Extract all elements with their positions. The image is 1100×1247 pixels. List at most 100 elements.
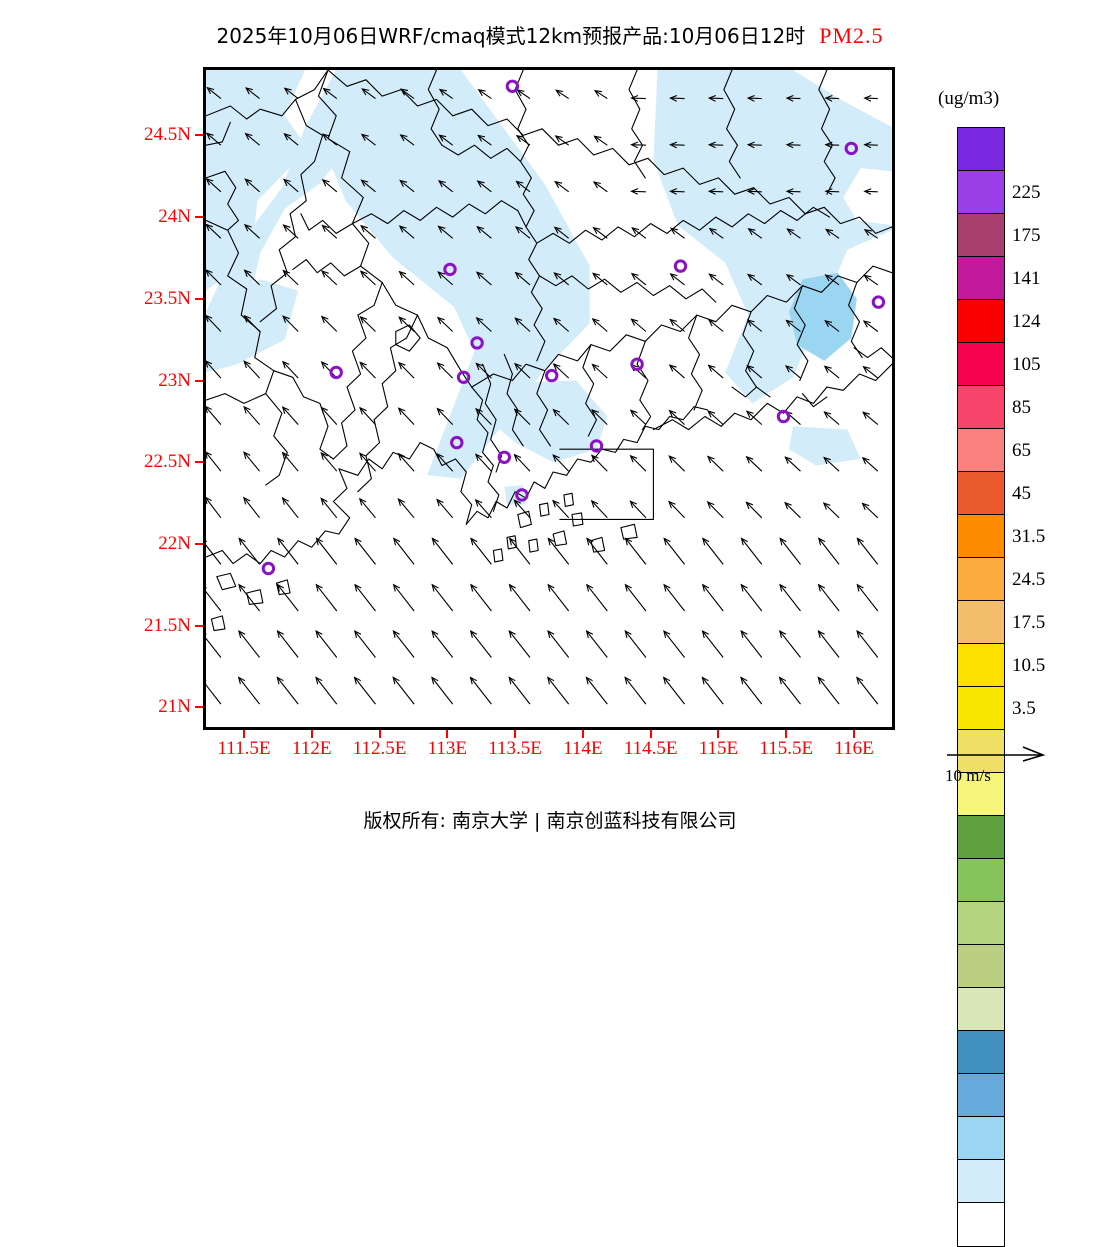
colorbar-band-5 <box>958 343 1004 386</box>
x-axis-tick-3 <box>446 730 449 738</box>
x-axis-label-1: 112E <box>292 738 332 759</box>
x-axis-tick-4 <box>514 730 517 738</box>
colorbar-label-4: 105 <box>1012 353 1041 375</box>
colorbar-band-19 <box>958 945 1004 988</box>
station-marker[interactable] <box>450 435 464 450</box>
colorbar-band-11 <box>958 601 1004 644</box>
colorbar-label-5: 85 <box>1012 396 1031 418</box>
x-axis-label-4: 113.5E <box>488 738 542 759</box>
x-axis-tick-7 <box>717 730 720 738</box>
station-marker[interactable] <box>456 370 471 384</box>
colorbar-band-21 <box>958 1031 1004 1074</box>
x-axis-tick-9 <box>853 730 856 738</box>
y-axis-tick-3 <box>195 379 203 382</box>
wind-reference-arrow-icon <box>947 746 1046 762</box>
station-marker[interactable] <box>497 450 511 464</box>
x-axis-label-3: 113E <box>427 738 468 759</box>
colorbar-band-13 <box>958 687 1004 730</box>
x-axis-label-0: 111.5E <box>217 738 271 759</box>
colorbar-band-22 <box>958 1074 1004 1117</box>
y-axis-label-3: 23N <box>158 369 191 391</box>
x-axis-label-9: 116E <box>834 738 874 759</box>
y-axis-tick-4 <box>195 461 203 464</box>
colorbar-band-23 <box>958 1117 1004 1160</box>
colorbar-band-12 <box>958 644 1004 687</box>
station-marker[interactable] <box>630 357 644 371</box>
y-axis-tick-1 <box>195 216 203 219</box>
colorbar-label-1: 175 <box>1012 224 1041 246</box>
x-axis-label-7: 115E <box>698 738 739 759</box>
colorbar-band-25 <box>958 1203 1004 1246</box>
title-species: PM2.5 <box>819 23 884 48</box>
y-axis-label-5: 22N <box>158 532 191 554</box>
station-marker[interactable] <box>545 368 559 383</box>
colorbar-label-9: 24.5 <box>1012 568 1046 590</box>
colorbar-label-3: 124 <box>1012 310 1041 332</box>
coastline-and-borders <box>206 70 892 632</box>
x-axis-tick-8 <box>785 730 788 738</box>
y-axis-tick-2 <box>195 297 203 300</box>
station-markers[interactable] <box>261 79 886 576</box>
y-axis-label-1: 24N <box>158 206 191 228</box>
colorbar-band-9 <box>958 515 1004 558</box>
wind-scale-key: 10 m/s <box>945 744 1065 794</box>
x-axis-label-2: 112.5E <box>352 738 407 759</box>
colorbar-band-7 <box>958 429 1004 472</box>
y-axis-label-0: 24.5N <box>144 124 191 146</box>
y-axis-tick-0 <box>195 134 203 137</box>
colorbar-band-2 <box>958 214 1004 257</box>
wind-vector-field <box>206 86 879 705</box>
colorbar-label-10: 17.5 <box>1012 611 1046 633</box>
colorbar-label-2: 141 <box>1012 267 1041 289</box>
colorbar-band-17 <box>958 859 1004 902</box>
station-marker[interactable] <box>329 365 343 380</box>
station-marker[interactable] <box>673 259 688 273</box>
x-axis-tick-6 <box>649 730 652 738</box>
x-axis-tick-2 <box>378 730 381 738</box>
colorbar-band-18 <box>958 902 1004 945</box>
colorbar-band-4 <box>958 300 1004 343</box>
station-marker[interactable] <box>505 79 520 93</box>
station-marker[interactable] <box>443 262 457 277</box>
colorbar-band-3 <box>958 257 1004 300</box>
colorbar-label-11: 10.5 <box>1012 654 1046 676</box>
axis-labels: 24.5N 24N 23.5N 23N 22.5N 22N 21.5N 21N 111.5E 11… <box>144 124 874 759</box>
colorbar-band-24 <box>958 1160 1004 1203</box>
colorbar-label-6: 65 <box>1012 439 1031 461</box>
y-axis-label-7: 21N <box>158 696 191 718</box>
station-marker[interactable] <box>844 141 858 156</box>
colorbar-unit-label: (ug/m3) <box>938 88 1000 109</box>
station-marker[interactable] <box>470 336 484 350</box>
station-marker[interactable] <box>261 561 276 576</box>
station-marker[interactable] <box>589 439 604 453</box>
colorbar-band-15 <box>958 773 1004 816</box>
station-marker[interactable] <box>515 488 529 502</box>
colorbar-label-8: 31.5 <box>1012 525 1046 547</box>
colorbar-band-14 <box>958 730 1004 773</box>
colorbar-band-0 <box>958 128 1004 171</box>
x-axis-tick-5 <box>581 730 584 738</box>
station-marker[interactable] <box>776 409 791 424</box>
wind-scale-label: 10 m/s <box>945 766 991 785</box>
y-axis-label-4: 22.5N <box>144 451 191 473</box>
y-axis-label-6: 21.5N <box>144 614 191 636</box>
x-axis-tick-0 <box>242 730 245 738</box>
page-title: 2025年10月06日WRF/cmaq模式12km预报产品:10月06日12时 P… <box>0 20 1100 49</box>
y-axis-label-2: 23.5N <box>144 287 191 309</box>
x-axis-label-5: 114E <box>563 738 603 759</box>
station-marker[interactable] <box>871 295 886 309</box>
colorbar[interactable] <box>957 127 1005 1247</box>
map-canvas <box>206 70 892 705</box>
colorbar-band-10 <box>958 558 1004 601</box>
x-axis-label-8: 115.5E <box>759 738 814 759</box>
colorbar-label-12: 3.5 <box>1012 697 1036 719</box>
colorbar-band-1 <box>958 171 1004 214</box>
colorbar-label-0: 225 <box>1012 181 1041 203</box>
y-axis-tick-5 <box>195 542 203 545</box>
colorbar-label-7: 45 <box>1012 482 1031 504</box>
copyright-footer: 版权所有: 南京大学 | 南京创蓝科技有限公司 <box>363 810 737 832</box>
y-axis-tick-6 <box>195 624 203 627</box>
shading-band-10.5-17.5 <box>789 272 857 361</box>
title-date-model: 2025年10月06日WRF/cmaq模式12km预报产品:10月06日12时 <box>216 24 806 48</box>
forecast-map-plot[interactable] <box>203 67 895 730</box>
